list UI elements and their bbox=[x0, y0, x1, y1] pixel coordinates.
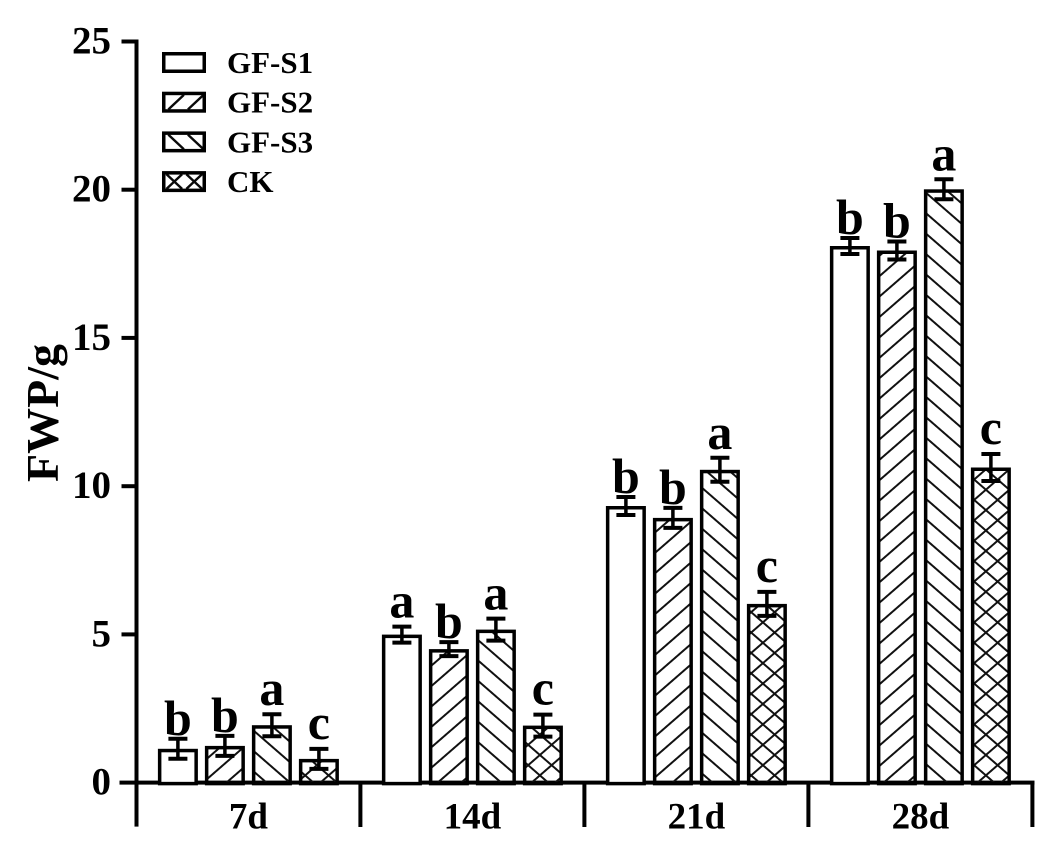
svg-text:c: c bbox=[532, 660, 554, 716]
svg-text:b: b bbox=[435, 593, 463, 649]
svg-text:b: b bbox=[659, 459, 687, 515]
svg-text:GF-S3: GF-S3 bbox=[227, 124, 313, 159]
svg-text:FWP/g: FWP/g bbox=[17, 344, 68, 482]
svg-text:5: 5 bbox=[92, 612, 112, 655]
svg-text:25: 25 bbox=[72, 20, 111, 63]
svg-text:15: 15 bbox=[72, 316, 111, 359]
svg-text:c: c bbox=[756, 537, 778, 593]
svg-text:GF-S2: GF-S2 bbox=[227, 85, 313, 120]
svg-text:a: a bbox=[931, 125, 956, 181]
svg-text:10: 10 bbox=[72, 464, 111, 507]
svg-text:CK: CK bbox=[227, 164, 274, 199]
svg-text:20: 20 bbox=[72, 168, 111, 211]
svg-text:b: b bbox=[164, 690, 192, 746]
svg-text:b: b bbox=[883, 193, 911, 249]
svg-text:a: a bbox=[707, 404, 732, 460]
svg-text:14d: 14d bbox=[444, 797, 502, 838]
svg-text:28d: 28d bbox=[892, 797, 950, 838]
svg-text:b: b bbox=[612, 448, 640, 504]
svg-text:a: a bbox=[259, 660, 284, 716]
svg-text:a: a bbox=[389, 573, 414, 629]
svg-text:0: 0 bbox=[92, 761, 112, 804]
svg-text:c: c bbox=[308, 694, 330, 750]
svg-text:c: c bbox=[980, 399, 1002, 455]
svg-text:21d: 21d bbox=[668, 797, 726, 838]
svg-text:b: b bbox=[836, 189, 864, 245]
svg-text:GF-S1: GF-S1 bbox=[227, 45, 313, 80]
svg-text:b: b bbox=[211, 687, 239, 743]
svg-text:a: a bbox=[483, 565, 508, 621]
svg-text:7d: 7d bbox=[229, 797, 269, 838]
